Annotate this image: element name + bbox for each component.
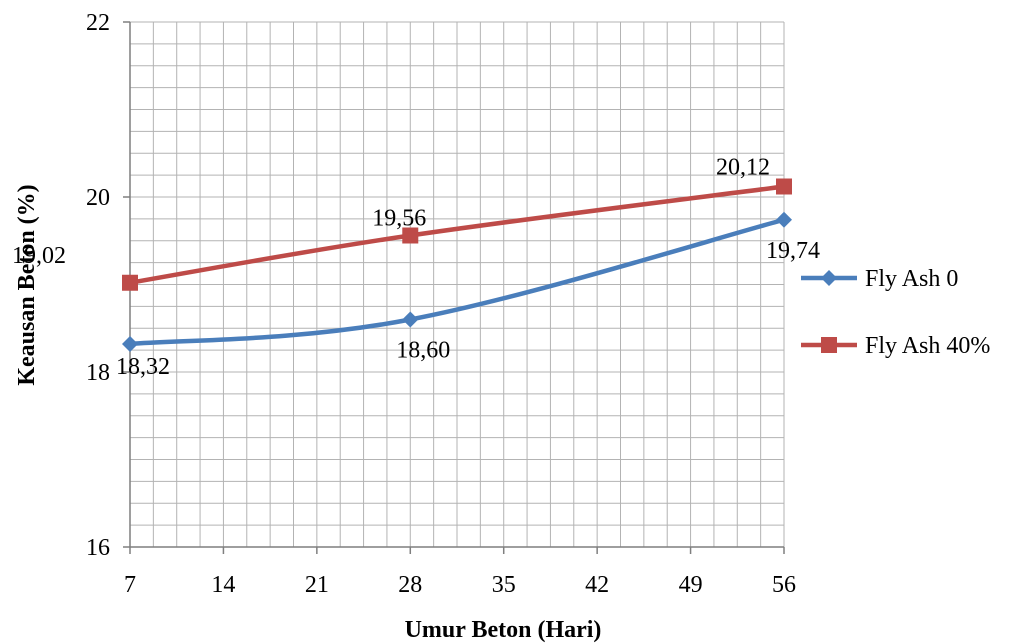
series-line-0 (129, 217, 785, 347)
grid (129, 21, 785, 548)
data-point-0-0 (122, 336, 138, 352)
x-tick-label: 14 (211, 572, 235, 598)
data-point-0-2 (776, 211, 792, 228)
legend-marker-0 (821, 270, 837, 286)
y-tick-label: 20 (86, 185, 110, 211)
y-tick-label: 18 (86, 360, 110, 386)
data-label: 19,74 (766, 238, 820, 264)
data-point-1-1 (402, 227, 419, 244)
x-tick-label: 28 (398, 572, 422, 598)
y-axis-title: Keausan Beton (%) (14, 184, 40, 385)
x-tick-label: 49 (679, 572, 703, 598)
data-point-0-1 (402, 311, 419, 328)
legend-marker-1 (821, 337, 837, 353)
series-line-1 (129, 184, 785, 285)
x-tick-label: 21 (305, 572, 329, 598)
data-label: 19,02 (12, 243, 66, 269)
data-label: 20,12 (716, 155, 770, 181)
series (122, 178, 792, 352)
data-label: 19,56 (372, 206, 426, 232)
x-tick-label: 7 (124, 572, 136, 598)
x-axis-title: Umur Beton (Hari) (405, 617, 602, 643)
x-tick-label: 35 (492, 572, 516, 598)
legend: Fly Ash 0 Fly Ash 40% (801, 266, 990, 359)
data-labels: 18,32 18,60 19,74 19,02 19,56 20,12 (12, 155, 820, 381)
data-label: 18,60 (396, 338, 450, 364)
x-tick-label: 42 (585, 572, 609, 598)
x-tick-label: 56 (772, 572, 796, 598)
axes: 7 14 21 28 35 42 49 56 16 18 20 22 (86, 10, 796, 598)
data-point-1-2 (776, 178, 792, 195)
legend-label-1: Fly Ash 40% (865, 333, 990, 359)
y-tick-label: 22 (86, 10, 110, 36)
data-label: 18,32 (116, 354, 170, 380)
legend-label-0: Fly Ash 0 (865, 266, 958, 292)
y-tick-label: 16 (86, 535, 110, 561)
data-point-1-0 (122, 274, 138, 291)
